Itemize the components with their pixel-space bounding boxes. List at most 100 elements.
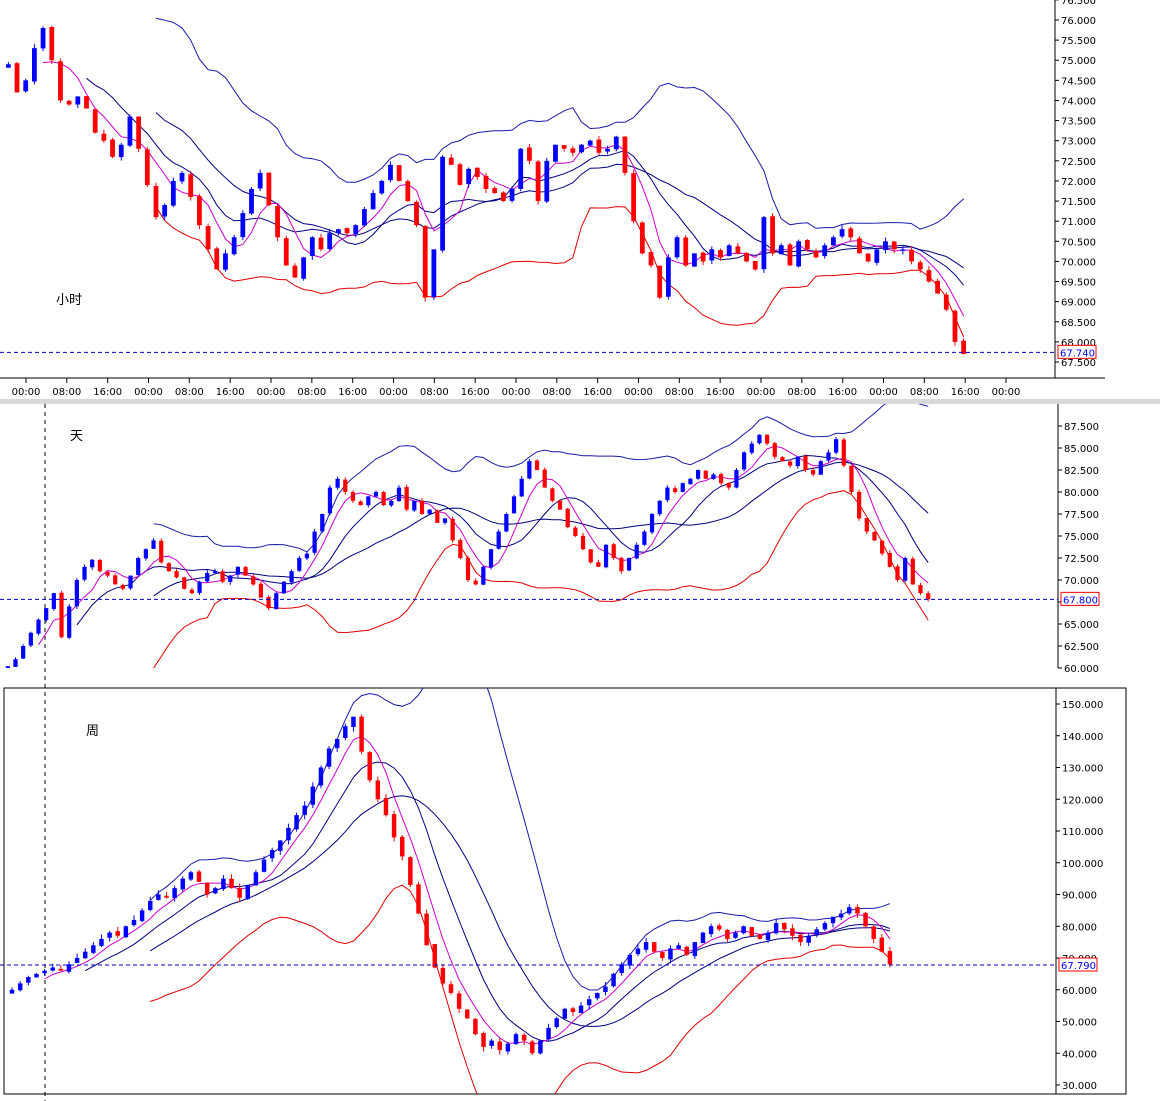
- weekly-y-tick-label: 110.000: [1062, 827, 1103, 838]
- hourly-candle: [75, 96, 81, 105]
- weekly-y-tick-label: 90.000: [1062, 891, 1097, 902]
- daily-candle: [366, 496, 371, 506]
- daily-candle: [197, 581, 202, 593]
- daily-candle: [857, 491, 862, 519]
- daily-candle: [588, 549, 593, 563]
- daily-y-tick-label: 62.500: [1064, 642, 1099, 653]
- weekly-candle: [692, 942, 698, 956]
- daily-candle: [258, 583, 264, 598]
- hourly-y-tick-label: 71.500: [1061, 197, 1096, 208]
- hourly-y-tick-label: 72.000: [1061, 177, 1096, 188]
- weekly-candle: [651, 942, 657, 952]
- weekly-candle: [578, 1005, 584, 1014]
- hourly-candle: [23, 80, 29, 92]
- hourly-x-tick-label: 00:00: [747, 387, 776, 398]
- hourly-y-tick-label: 70.000: [1061, 257, 1096, 268]
- hourly-candle: [136, 116, 142, 149]
- hourly-series: 67.740: [0, 17, 1097, 359]
- hourly-x-tick-label: 16:00: [583, 387, 612, 398]
- weekly-candle: [814, 929, 820, 935]
- daily-candle: [427, 509, 432, 514]
- daily-candle: [343, 479, 348, 492]
- weekly-candle: [717, 925, 722, 930]
- weekly-candle: [725, 929, 730, 939]
- weekly-candle: [782, 922, 787, 930]
- hourly-candle: [275, 206, 280, 238]
- hourly-candle: [639, 222, 645, 254]
- weekly-candle: [619, 964, 624, 973]
- weekly-candle: [481, 1032, 486, 1047]
- weekly-y-axis: 30.00040.00050.00060.00070.00080.00090.0…: [1056, 700, 1103, 1092]
- hourly-candle: [344, 228, 350, 234]
- weekly-candle: [302, 805, 307, 815]
- hourly-candle: [917, 262, 923, 270]
- daily-candle: [649, 514, 655, 533]
- weekly-candle: [863, 912, 868, 927]
- daily-candle: [527, 461, 532, 479]
- hourly-candle: [309, 237, 315, 257]
- daily-candle: [251, 576, 256, 585]
- daily-candle: [695, 470, 701, 479]
- daily-candle: [657, 500, 662, 515]
- hourly-x-tick-label: 00:00: [992, 387, 1021, 398]
- weekly-candle: [34, 973, 39, 978]
- weekly-candle: [294, 815, 299, 830]
- daily-candle: [396, 487, 402, 502]
- hourly-candle: [466, 168, 472, 185]
- daily-candle: [764, 434, 770, 444]
- weekly-candle: [164, 895, 169, 898]
- hourly-candle: [379, 180, 385, 194]
- hourly-middle-band-line: [155, 112, 964, 269]
- weekly-candle: [367, 752, 372, 781]
- daily-candle: [880, 540, 885, 554]
- daily-candle: [166, 563, 172, 572]
- weekly-candle: [278, 840, 283, 851]
- hourly-candle: [613, 136, 619, 150]
- hourly-candle: [891, 241, 897, 250]
- daily-candle: [189, 589, 195, 594]
- daily-y-tick-label: 72.500: [1064, 554, 1099, 565]
- hourly-x-tick-label: 08:00: [52, 387, 81, 398]
- daily-candle: [304, 553, 310, 559]
- weekly-candle: [806, 935, 811, 943]
- daily-candle: [534, 460, 540, 470]
- daily-candle: [834, 439, 839, 453]
- hourly-candle: [935, 280, 940, 294]
- daily-candle: [274, 593, 279, 610]
- hourly-candle: [327, 233, 333, 249]
- weekly-panel-frame: [3, 687, 1127, 1095]
- daily-y-tick-label: 82.500: [1064, 466, 1099, 477]
- weekly-candle: [50, 967, 55, 971]
- hourly-x-tick-label: 08:00: [297, 387, 326, 398]
- hourly-candle: [752, 261, 758, 270]
- daily-y-tick-label: 87.500: [1064, 422, 1099, 433]
- daily-y-tick-label: 65.000: [1064, 620, 1099, 631]
- daily-candle: [435, 510, 440, 523]
- weekly-candle: [432, 944, 437, 968]
- daily-candle: [542, 469, 547, 488]
- daily-candle: [151, 540, 156, 549]
- daily-y-tick-label: 80.000: [1064, 488, 1099, 499]
- hourly-x-tick-label: 16:00: [461, 387, 490, 398]
- hourly-candle: [683, 237, 689, 266]
- weekly-candle: [513, 1034, 519, 1045]
- weekly-candle: [42, 970, 47, 974]
- daily-candle: [603, 544, 609, 568]
- hourly-candle: [214, 248, 220, 270]
- weekly-candle: [871, 926, 876, 939]
- hourly-candle: [952, 310, 958, 342]
- daily-y-tick-label: 85.000: [1064, 444, 1099, 455]
- daily-plot-area: [5, 404, 931, 668]
- weekly-candle: [676, 945, 681, 949]
- hourly-candle: [587, 140, 593, 146]
- daily-candle: [665, 487, 670, 501]
- hourly-candle: [848, 228, 854, 238]
- weekly-y-tick-label: 120.000: [1062, 795, 1103, 806]
- daily-candle: [113, 575, 118, 585]
- daily-candle: [28, 632, 33, 646]
- daily-candle: [450, 518, 455, 541]
- weekly-y-tick-label: 150.000: [1062, 700, 1103, 711]
- hourly-candle: [926, 270, 932, 282]
- hourly-candle: [249, 188, 254, 214]
